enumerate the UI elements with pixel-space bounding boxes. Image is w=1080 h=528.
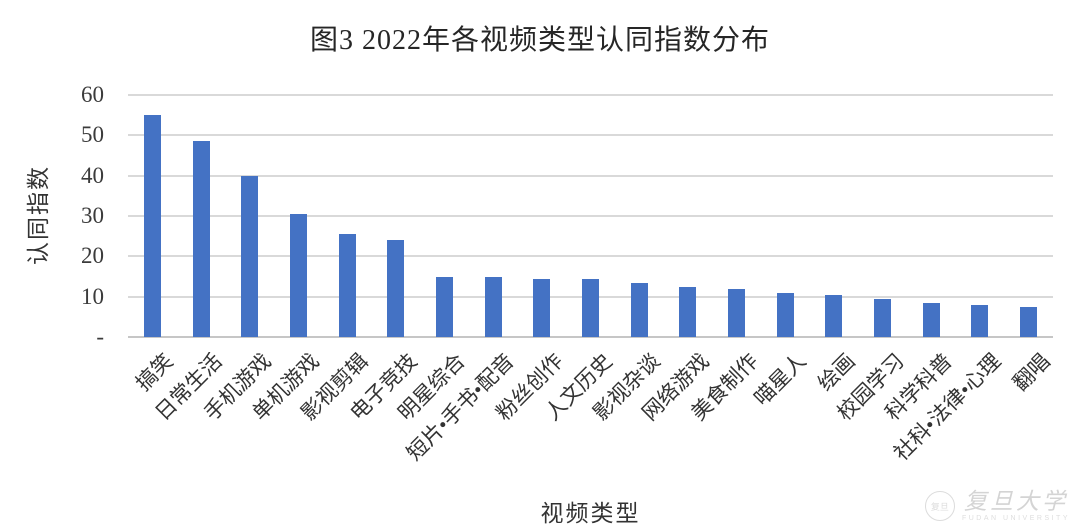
bar [679, 286, 697, 337]
watermark-name-cn: 复旦大学 [963, 489, 1068, 514]
gridline [128, 174, 1053, 177]
bar [241, 175, 259, 337]
bar [630, 282, 648, 337]
bar [922, 302, 940, 337]
watermark: 复旦 复旦大学 FUDAN UNIVERSITY [924, 490, 1070, 522]
gridline [128, 215, 1053, 217]
y-tick-label: 10 [81, 283, 104, 309]
gridline [128, 134, 1053, 137]
bar [484, 276, 502, 337]
x-category-label: 喵星人 [749, 348, 812, 411]
bar [971, 304, 989, 337]
x-axis-title: 视频类型 [540, 501, 641, 526]
bar [533, 278, 551, 337]
bar [825, 294, 843, 337]
bar [1020, 306, 1038, 337]
bar [728, 288, 746, 337]
y-tick-label: 20 [81, 243, 104, 269]
y-tick-label: 40 [81, 162, 104, 188]
bar [289, 213, 307, 337]
bar [338, 234, 356, 337]
plot-area [128, 94, 1053, 338]
bar [776, 292, 794, 337]
chart-title: 图3 2022年各视频类型认同指数分布 [309, 25, 770, 56]
watermark-name-en: FUDAN UNIVERSITY [961, 515, 1070, 522]
y-tick-label: 30 [81, 203, 104, 228]
gridline [128, 255, 1053, 258]
y-tick-label: - [96, 324, 104, 349]
gridline [128, 94, 1053, 96]
bar [874, 298, 892, 337]
bar [192, 141, 210, 337]
fudan-university-seal-icon: 复旦 [924, 491, 955, 521]
bar [387, 240, 405, 337]
x-category-label: 翻唱 [1007, 348, 1055, 396]
bar [435, 276, 453, 337]
bar [143, 115, 161, 337]
watermark-text: 复旦大学 FUDAN UNIVERSITY [962, 490, 1070, 522]
bar [582, 278, 599, 337]
gridline [128, 336, 1053, 338]
y-tick-label: 50 [81, 122, 104, 148]
y-tick-label: 60 [81, 82, 104, 107]
